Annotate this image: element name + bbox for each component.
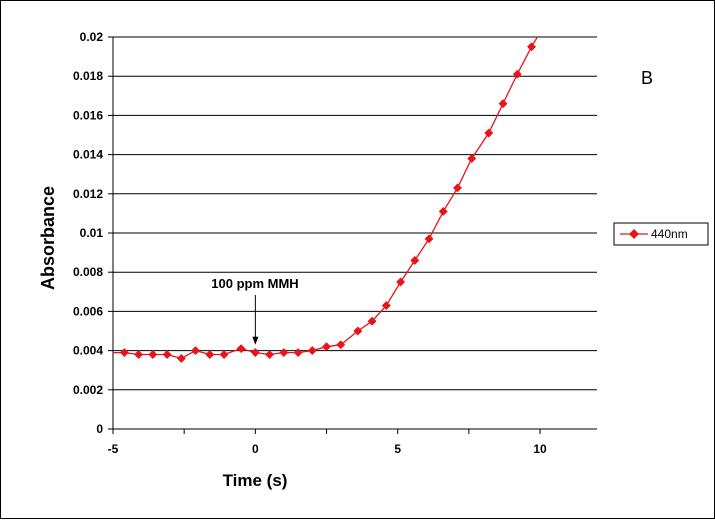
y-tick-label: 0.004: [73, 344, 103, 358]
annotation: 100 ppm MMH: [211, 276, 299, 345]
y-tick-label: 0.012: [73, 187, 103, 201]
x-tick-label: 0: [252, 442, 259, 456]
data-point: [467, 153, 477, 164]
data-point: [279, 348, 289, 358]
x-tick-label: 10: [533, 442, 547, 456]
legend: 440nm: [613, 222, 709, 246]
data-point: [236, 344, 246, 354]
y-tick-label: 0.01: [80, 226, 104, 240]
data-point: [307, 346, 317, 356]
data-point: [191, 346, 201, 356]
series-440nm: [113, 37, 539, 363]
data-point: [250, 348, 260, 358]
axes: [108, 36, 597, 434]
data-point: [526, 42, 537, 52]
y-tick-label: 0.016: [73, 108, 103, 122]
data-point: [205, 349, 215, 360]
data-point: [367, 316, 377, 326]
data-point: [219, 349, 229, 360]
annotation-arrowhead: [252, 336, 259, 345]
data-point: [321, 342, 332, 352]
data-point: [119, 348, 129, 358]
y-tick-label: 0.014: [73, 148, 103, 162]
annotation-label: 100 ppm MMH: [211, 276, 298, 291]
legend-box: [613, 222, 709, 246]
data-point: [162, 349, 172, 360]
data-point: [265, 349, 275, 360]
y-tick-label: 0.006: [73, 304, 103, 318]
y-tick-label: 0.008: [73, 265, 103, 279]
data-point: [353, 326, 363, 336]
data-point: [381, 300, 391, 311]
y-tick-label: 0.018: [73, 69, 103, 83]
y-axis-title: Absorbance: [38, 186, 58, 290]
legend-label-440nm: 440nm: [651, 227, 688, 241]
y-tick-label: 0.02: [80, 30, 104, 44]
data-point: [410, 255, 420, 265]
y-tick-label: 0.002: [73, 383, 103, 397]
data-point: [336, 340, 346, 350]
y-tick-labels: 0 0.002 0.004 0.006 0.008 0.01 0.012 0.014 0.016…: [73, 30, 103, 436]
data-point: [452, 183, 463, 193]
data-point: [176, 353, 186, 363]
x-tick-labels: -5 0 5 10: [108, 442, 547, 456]
x-tick-label: 5: [394, 442, 401, 456]
data-point: [424, 234, 434, 244]
data-point: [512, 69, 522, 79]
data-point: [148, 349, 158, 360]
data-point: [395, 277, 406, 287]
data-point: [498, 99, 508, 109]
x-tick-label: -5: [108, 442, 119, 456]
x-axis-title: Time (s): [223, 471, 288, 490]
data-point: [438, 206, 448, 216]
data-point: [484, 128, 494, 138]
data-point: [134, 349, 144, 360]
data-point: [293, 348, 303, 358]
legend-marker: [629, 229, 639, 239]
y-tick-label: 0: [96, 422, 103, 436]
panel-label: B: [641, 68, 653, 88]
